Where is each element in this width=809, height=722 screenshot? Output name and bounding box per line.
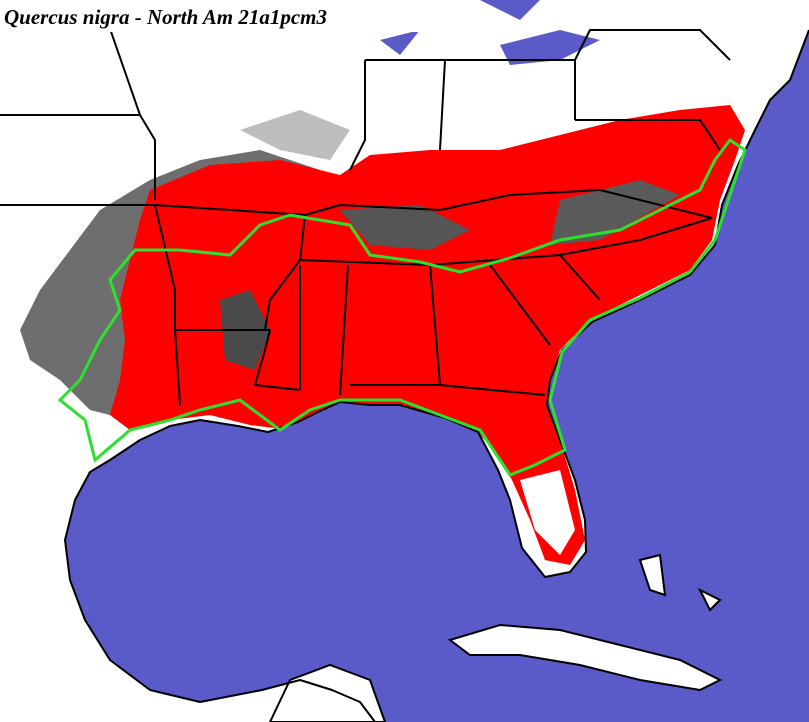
gray-suitability xyxy=(240,110,350,160)
map-title: Quercus nigra - North Am 21a1pcm3 xyxy=(4,5,327,29)
gray-suitability xyxy=(550,180,680,245)
ocean xyxy=(65,30,809,722)
cuba xyxy=(447,623,723,692)
lakes xyxy=(380,0,600,65)
gray-suitability xyxy=(340,205,470,250)
white-area xyxy=(520,470,575,555)
title-background xyxy=(0,0,426,32)
yucatan xyxy=(268,663,387,722)
range-outline xyxy=(57,137,747,477)
bahamas xyxy=(638,553,722,612)
state-borders xyxy=(0,0,731,406)
coastline xyxy=(64,29,809,722)
